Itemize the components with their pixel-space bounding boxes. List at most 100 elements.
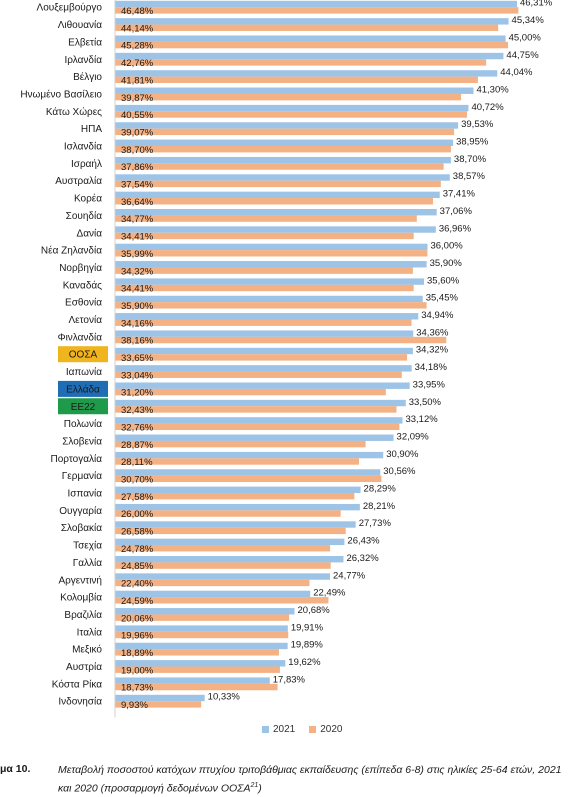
bar-2021 (115, 399, 406, 407)
bar-2020 (115, 579, 310, 587)
bar-2021 (115, 625, 288, 632)
caption-text: Μεταβολή ποσοστού κατόχων πτυχίου τριτοβ… (58, 763, 573, 797)
legend: 2021 2020 (262, 724, 343, 735)
bar-2020 (115, 24, 499, 31)
value-label-2021: 40,72% (471, 102, 504, 113)
bar-2021 (115, 382, 410, 389)
bar-2020 (115, 701, 202, 708)
bar-2020 (115, 319, 412, 326)
value-label-2020: 37,54% (121, 180, 154, 191)
bar-2020 (115, 493, 355, 500)
value-label-2021: 19,91% (291, 622, 324, 633)
value-label-2020: 33,65% (121, 353, 154, 364)
value-label-2021: 20,68% (298, 605, 331, 616)
bar-2021 (115, 660, 286, 667)
value-label-2020: 35,90% (121, 301, 154, 312)
value-label-2021: 10,33% (208, 692, 241, 703)
bar-2020 (115, 302, 427, 309)
value-label-2020: 28,87% (121, 440, 154, 451)
bar-2020 (115, 371, 402, 378)
bar-2021 (115, 451, 384, 459)
bar-2020 (115, 93, 462, 101)
bar-2021 (115, 243, 428, 251)
value-label-2021: 35,45% (426, 293, 459, 304)
value-label-2020: 32,43% (121, 405, 154, 416)
bar-2020 (115, 267, 413, 274)
bar-2021 (115, 556, 344, 563)
value-label-2021: 34,32% (416, 345, 449, 356)
category-label: Βέλγιο (73, 71, 102, 83)
bar-2020 (115, 232, 414, 240)
category-label: Αργεντινή (58, 574, 102, 586)
category-label: Πολωνία (64, 418, 102, 430)
value-label-2020: 32,76% (121, 422, 154, 433)
bar-2021 (115, 417, 403, 424)
value-label-2020: 26,00% (121, 509, 154, 520)
value-label-2021: 44,04% (500, 67, 533, 78)
category-label: Κολομβία (60, 592, 102, 604)
bar-2021 (115, 330, 414, 337)
value-label-2020: 39,87% (121, 93, 154, 104)
category-label: Αυστρία (66, 661, 102, 673)
bar-2020 (115, 527, 346, 535)
value-label-2020: 24,85% (121, 561, 154, 572)
value-label-2021: 45,34% (512, 15, 545, 26)
value-label-2021: 34,36% (416, 327, 449, 338)
bar-2021 (115, 573, 331, 580)
value-label-2020: 26,58% (121, 527, 154, 538)
value-label-2020: 41,81% (121, 75, 154, 86)
value-label-2021: 38,57% (453, 171, 486, 182)
value-label-2020: 46,48% (121, 6, 154, 17)
bar-2020 (115, 76, 478, 83)
value-label-2021: 34,18% (415, 362, 448, 373)
value-label-2021: 36,00% (430, 241, 463, 252)
bar-2021 (115, 642, 288, 650)
bar-2021 (115, 156, 451, 164)
value-label-2020: 42,76% (121, 58, 154, 69)
bar-2021 (115, 313, 419, 320)
value-label-2020: 28,11% (121, 457, 153, 468)
bar-2021 (115, 434, 394, 441)
value-label-2021: 19,89% (291, 640, 324, 651)
category-label: Κάτω Χώρες (46, 106, 102, 118)
category-label: Γαλλία (73, 557, 103, 569)
category-label: Ελβετία (68, 36, 102, 48)
caption-footnote: 21 (250, 782, 259, 789)
value-label-2020: 22,40% (121, 579, 154, 590)
bar-2020 (115, 458, 359, 465)
value-label-2021: 46,31% (520, 0, 553, 9)
caption-body: Μεταβολή ποσοστού κατόχων πτυχίου τριτοβ… (58, 764, 562, 795)
bar-2021 (115, 70, 498, 77)
value-label-2020: 38,70% (121, 145, 154, 156)
value-label-2020: 39,07% (121, 127, 154, 138)
bar-2021 (115, 52, 504, 60)
bar-2020 (115, 597, 329, 604)
bar-2020 (115, 475, 382, 483)
bar-2021 (115, 226, 436, 233)
bar-chart: Λουξεμβούργο 46,31% 46,48% Λιθουανία 45,34% 4… (20, 0, 553, 718)
value-label-2021: 27,73% (359, 518, 392, 529)
value-label-2020: 33,04% (121, 370, 154, 381)
bar-2021 (115, 104, 469, 112)
legend-label-2020: 2020 (320, 724, 343, 735)
bar-2020 (115, 146, 451, 153)
value-label-2021: 44,75% (506, 50, 539, 61)
bar-2020 (115, 41, 509, 49)
value-label-2020: 44,14% (121, 23, 154, 34)
legend-item-2020: 2020 (309, 724, 343, 735)
value-label-2021: 28,29% (364, 484, 397, 495)
bar-2021 (115, 521, 356, 528)
value-label-2021: 36,96% (439, 223, 472, 234)
category-label: Ινδονησία (58, 696, 102, 708)
bar-2021 (115, 295, 423, 303)
category-label: Ηνωμένο Βασίλειο (20, 88, 102, 100)
value-label-2020: 37,86% (121, 162, 154, 173)
value-label-2020: 34,41% (121, 284, 154, 295)
bar-2021 (115, 0, 517, 8)
value-label-2020: 24,78% (121, 544, 154, 555)
bar-2021 (115, 261, 427, 268)
bar-2020 (115, 510, 341, 517)
bar-2020 (115, 545, 331, 552)
bar-2020 (115, 180, 441, 188)
legend-swatch-2021 (262, 726, 269, 733)
